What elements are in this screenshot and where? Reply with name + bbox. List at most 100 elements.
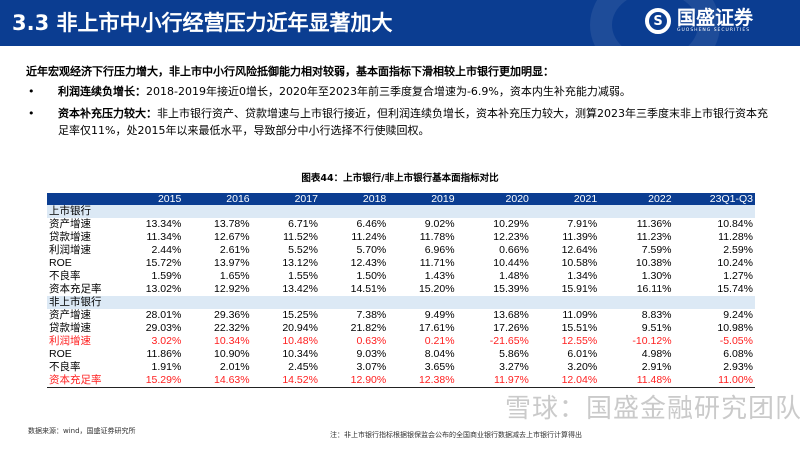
- table-cell: 10.58%: [561, 257, 598, 269]
- bullet-text: 非上市银行资产、贷款增速与上市银行接近，但利润连续负增长，资本补充压力较大，测算…: [58, 107, 768, 137]
- row-label: 利润增速: [49, 244, 91, 256]
- watermark: 雪球：国盛金融研究团队: [505, 394, 800, 424]
- table-cell: 29.36%: [214, 309, 250, 321]
- table-cell: 8.04%: [424, 348, 455, 360]
- row-label: 资产增速: [49, 218, 91, 230]
- data-source: 数据来源：wind，国盛证券研究所: [28, 427, 136, 435]
- table-cell: 11.34%: [146, 231, 182, 243]
- table-row: 利润增速 2.44% 2.61% 5.52% 5.70% 6.96% 0.66% 12.64%…: [47, 244, 755, 257]
- table-cell: 14.52%: [251, 374, 320, 388]
- table-cell: 17.61%: [418, 322, 455, 334]
- bullet-heading: 利润连续负增长：: [58, 85, 146, 98]
- table-cell: 4.98%: [641, 348, 672, 360]
- table-cell: 20.94%: [282, 322, 318, 334]
- table-cell: 7.38%: [356, 309, 387, 321]
- bullet-capital: • 资本补充压力较大：非上市银行资产、贷款增速与上市银行接近，但利润连续负增长，…: [28, 105, 768, 139]
- table-cell: 10.90%: [214, 348, 250, 360]
- table-row: 资产增速 28.01% 29.36% 15.25% 7.38% 9.49% 13.68% 11…: [47, 309, 755, 322]
- table-cell: 5.86%: [499, 348, 529, 360]
- bullet-heading: 资本补充压力较大：: [58, 107, 157, 120]
- table-row: 利润增速 3.02% 10.34% 10.48% 0.63% 0.21% -21.65% 12…: [47, 335, 755, 348]
- table-cell: 1.59%: [151, 270, 182, 282]
- table-cell: 13.42%: [282, 283, 318, 295]
- table-header-row: 2015 2016 2017 2018 2019 2020 2021 2022 23Q1-Q3: [47, 193, 755, 205]
- table-cell: 12.04%: [530, 374, 600, 388]
- table-cell: 9.51%: [641, 322, 672, 334]
- table-cell: 1.50%: [356, 270, 387, 282]
- table-cell: 11.86%: [146, 348, 182, 360]
- table-cell: 2.91%: [641, 361, 672, 373]
- bullet-text: 2018-2019年接近0增长，2020年至2023年前三季度复合增速为-6.9…: [146, 85, 631, 98]
- table-cell: 8.83%: [641, 309, 672, 321]
- table-cell: 2.45%: [288, 361, 318, 373]
- bullet-icon: •: [28, 107, 35, 120]
- table-cell: 22.32%: [214, 322, 250, 334]
- company-logo: S 国盛证券 GUOSHENG SECURITIES: [645, 8, 753, 34]
- table-cell: 0.66%: [499, 244, 529, 256]
- table-cell: 0.21%: [424, 335, 455, 347]
- logo-subtext: GUOSHENG SECURITIES: [677, 28, 751, 33]
- table-cell: 10.34%: [282, 348, 318, 360]
- row-label: 资产增速: [49, 309, 91, 321]
- table-cell: 9.03%: [356, 348, 387, 360]
- table-cell: 11.00%: [673, 374, 755, 388]
- table-cell: 12.23%: [493, 231, 529, 243]
- table-cell: 2.61%: [219, 244, 250, 256]
- logo-mark-icon: S: [645, 8, 671, 34]
- summary-text: 近年宏观经济下行压力增大，非上市中小行风险抵御能力相对较弱，基本面指标下滑相较上…: [26, 63, 776, 144]
- table-cell: 12.43%: [350, 257, 387, 269]
- table-cell: 13.34%: [145, 218, 182, 230]
- column-header: 2016: [183, 193, 252, 205]
- table-cell: 1.65%: [219, 270, 250, 282]
- table-cell: 12.92%: [214, 283, 250, 295]
- table-cell: 1.91%: [151, 361, 182, 373]
- column-header: [47, 193, 115, 205]
- header-bar: 3.3 非上市中小行经营压力近年显著加大 S 国盛证券 GUOSHENG SEC…: [0, 0, 800, 80]
- table-row: ROE 15.72% 13.97% 13.12% 12.43% 11.71% 10.44% 1…: [47, 257, 755, 270]
- table-cell: 11.48%: [599, 374, 674, 388]
- table-cell: 13.68%: [493, 309, 529, 321]
- row-label: 贷款增速: [49, 231, 91, 243]
- table-cell: 9.02%: [424, 218, 455, 230]
- table-row: 贷款增速 11.34% 12.67% 11.52% 11.24% 11.78% 12.23%…: [47, 231, 755, 244]
- table-cell: 15.20%: [418, 283, 455, 295]
- table-row: 不良率 1.59% 1.65% 1.55% 1.50% 1.43% 1.48% 1.34% 1.…: [47, 270, 755, 283]
- table-cell: -10.12%: [632, 335, 672, 347]
- table-cell: 13.12%: [282, 257, 318, 269]
- table-cell: 1.43%: [424, 270, 455, 282]
- table-cell: 6.01%: [567, 348, 598, 360]
- table-cell: 6.71%: [288, 218, 318, 230]
- row-label: ROE: [49, 348, 72, 360]
- table-cell: -5.05%: [719, 335, 753, 347]
- table-row: ROE 11.86% 10.90% 10.34% 9.03% 8.04% 5.86% 6.01…: [47, 348, 755, 361]
- table-cell: 11.97%: [456, 374, 531, 388]
- table-cell: 6.08%: [723, 348, 753, 360]
- section-label: 上市银行: [47, 205, 755, 218]
- table-cell: 1.34%: [567, 270, 598, 282]
- table-cell: 1.30%: [641, 270, 672, 282]
- table-cell: 11.78%: [419, 231, 455, 243]
- logo-text: 国盛证券: [677, 7, 754, 29]
- comparison-table: 2015 2016 2017 2018 2019 2020 2021 2022 23Q1-Q3 …: [47, 193, 755, 388]
- table-cell: 3.65%: [424, 361, 455, 373]
- table-row: 资本充足率 15.29% 14.63% 14.52% 12.90% 12.38% 11.97…: [47, 374, 755, 388]
- table-cell: 11.28%: [718, 231, 753, 243]
- table-cell: -21.65%: [489, 335, 529, 347]
- column-header: 2015: [115, 193, 184, 205]
- column-header: 23Q1-Q3: [673, 193, 755, 205]
- table-cell: 10.29%: [493, 218, 529, 230]
- table-cell: 29.03%: [145, 322, 182, 334]
- table-cell: 10.98%: [717, 322, 753, 334]
- row-label: 不良率: [49, 270, 81, 282]
- section-row: 非上市银行: [47, 296, 755, 309]
- table-cell: 7.91%: [567, 218, 598, 230]
- table-cell: 13.97%: [214, 257, 250, 269]
- page-title: 3.3 非上市中小行经营压力近年显著加大: [12, 11, 393, 35]
- bullet-icon: •: [28, 85, 35, 98]
- section-label: 非上市银行: [47, 296, 755, 309]
- row-label: 不良率: [49, 361, 81, 373]
- column-header: 2020: [456, 193, 531, 205]
- table-cell: 2.93%: [723, 361, 753, 373]
- table-row: 不良率 1.91% 2.01% 2.45% 3.07% 3.65% 3.27% 3.20% 2.…: [47, 361, 755, 374]
- table-cell: 28.01%: [145, 309, 182, 321]
